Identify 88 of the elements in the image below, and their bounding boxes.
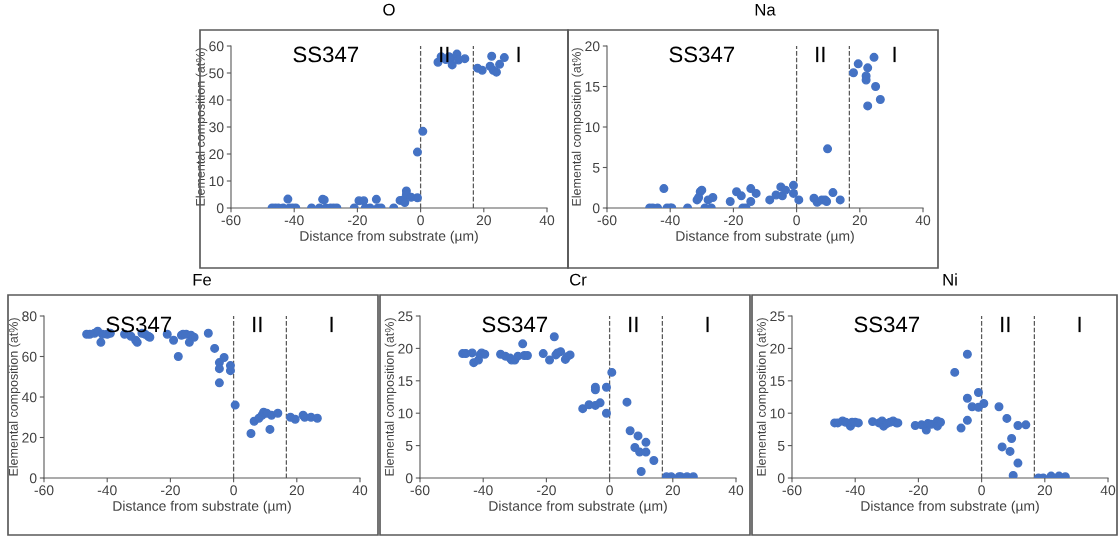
chart-title: Ni [943,273,957,286]
annotation: SS347 [293,46,359,63]
annotation: II [816,46,825,63]
annotation: I [1078,316,1081,333]
y-tick-label: 15 [770,376,785,386]
x-axis-title: Distance from substrate (µm) [113,500,291,514]
y-tick-label: 0 [592,203,600,214]
x-tick-label: -20 [160,485,180,496]
x-tick-label: -40 [284,215,304,226]
x-tick-label: 40 [728,485,744,496]
y-tick-label: 0 [405,473,413,484]
y-axis-title: Elemental composition (at%) [571,48,584,206]
y-tick-label: 0 [777,473,785,484]
x-tick-label: -20 [908,485,928,496]
x-axis-title: Distance from substrate (µm) [676,230,854,244]
y-tick-label: 15 [585,81,600,92]
x-tick-label: 0 [230,485,237,496]
x-tick-label: 0 [793,215,800,226]
annotation: I [330,316,333,333]
y-tick-label: 80 [22,311,37,322]
y-tick-label: 25 [398,311,413,322]
x-tick-label: 20 [1037,485,1052,496]
chart-title: Cr [570,273,587,286]
y-tick-label: 60 [22,351,37,362]
x-tick-label: 0 [417,215,424,226]
x-tick-label: -40 [473,485,493,496]
x-tick-label: 0 [978,485,985,496]
annotation: SS347 [482,316,548,333]
y-tick-label: 20 [398,343,413,354]
x-tick-label: 40 [1100,485,1116,496]
x-axis-title: Distance from substrate (µm) [489,500,667,514]
y-tick-label: 50 [209,68,224,79]
x-tick-label: -60 [782,485,802,496]
y-tick-label: 30 [209,122,224,133]
y-tick-label: 40 [21,392,37,403]
y-tick-label: 20 [770,343,785,354]
y-tick-label: 5 [777,441,785,451]
y-tick-label: 15 [398,376,413,386]
chart-title: Fe [193,273,211,286]
annotation: SS347 [106,316,172,333]
x-tick-label: 0 [606,485,613,496]
annotation: I [893,46,896,63]
x-tick-label: 20 [289,485,304,496]
annotation: SS347 [854,316,920,333]
y-axis-title: Elemental composition (at%) [8,318,21,476]
annotation: II [1001,316,1010,333]
x-tick-label: 40 [539,215,555,226]
y-tick-label: 0 [216,203,224,214]
y-tick-label: 10 [209,176,224,187]
y-tick-label: 10 [398,408,413,419]
y-tick-label: 25 [770,311,785,322]
y-axis-title: Elemental composition (at%) [195,48,208,206]
y-tick-label: 0 [29,473,37,484]
x-tick-label: -40 [845,485,865,496]
y-tick-label: 20 [585,41,600,52]
chart-title: O [383,3,395,16]
x-tick-label: -60 [221,215,241,226]
y-tick-label: 5 [405,441,413,451]
x-tick-label: -20 [536,485,556,496]
annotation: II [629,316,638,333]
x-tick-label: -20 [723,215,743,226]
x-tick-label: 20 [476,215,491,226]
x-tick-label: 40 [352,485,368,496]
annotation: I [706,316,709,333]
x-tick-label: -60 [597,215,617,226]
annotation: II [253,316,262,333]
annotation: SS347 [669,46,735,63]
y-tick-label: 10 [585,122,600,133]
x-tick-label: 40 [915,215,931,226]
y-tick-label: 20 [22,432,37,443]
x-tick-label: -20 [347,215,367,226]
y-tick-label: 60 [209,41,224,52]
x-axis-title: Distance from substrate (µm) [861,500,1039,514]
y-axis-title: Elemental composition (at%) [384,318,397,476]
y-tick-label: 5 [592,162,600,173]
x-tick-label: 20 [852,215,867,226]
y-tick-label: 40 [208,95,224,106]
x-tick-label: -60 [34,485,54,496]
x-tick-label: 20 [665,485,680,496]
y-axis-title: Elemental composition (at%) [756,318,769,476]
x-axis-title: Distance from substrate (µm) [300,230,478,244]
y-tick-label: 10 [770,408,785,419]
x-tick-label: -40 [97,485,117,496]
x-tick-label: -40 [660,215,680,226]
chart-title: Na [755,3,776,16]
annotation: I [517,46,520,63]
y-tick-label: 20 [209,149,224,160]
x-tick-label: -60 [410,485,430,496]
